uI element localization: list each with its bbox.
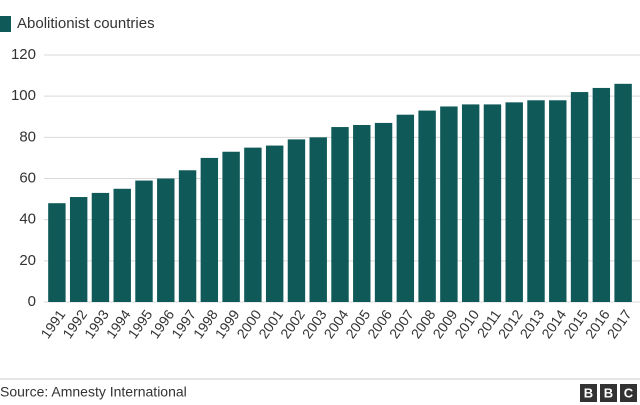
logo-letter: B bbox=[604, 385, 613, 400]
logo-letter: C bbox=[624, 385, 634, 400]
bar bbox=[614, 83, 632, 302]
bar bbox=[549, 100, 567, 303]
bar bbox=[178, 170, 197, 302]
bar bbox=[48, 203, 66, 302]
bar bbox=[222, 151, 240, 302]
logo-box bbox=[620, 384, 637, 402]
y-tick-label: 100 bbox=[11, 87, 36, 104]
bar bbox=[527, 100, 545, 303]
bar bbox=[265, 145, 284, 302]
bar bbox=[505, 102, 523, 302]
source: Source: Amnesty International bbox=[0, 384, 187, 400]
logo-box bbox=[600, 384, 617, 402]
bar bbox=[113, 188, 131, 302]
logo-letter: B bbox=[584, 385, 593, 400]
bar bbox=[396, 114, 415, 302]
bar bbox=[353, 124, 371, 302]
bar bbox=[331, 127, 349, 303]
bar bbox=[592, 87, 611, 302]
bar bbox=[287, 139, 306, 302]
bar bbox=[374, 122, 393, 302]
logo-box bbox=[580, 384, 597, 402]
bar bbox=[157, 178, 175, 302]
x-tick-label: 2017 bbox=[604, 307, 635, 342]
legend-label: Abolitionist countries bbox=[17, 15, 155, 32]
bar bbox=[135, 180, 153, 302]
bar bbox=[440, 106, 458, 302]
y-tick-label: 80 bbox=[19, 128, 36, 145]
bar bbox=[309, 137, 327, 302]
y-tick-label: 0 bbox=[28, 293, 36, 310]
legend-swatch bbox=[0, 16, 11, 32]
y-tick-label: 120 bbox=[11, 46, 36, 63]
bar bbox=[461, 104, 480, 303]
y-tick-label: 20 bbox=[19, 252, 36, 269]
bar bbox=[69, 197, 88, 302]
y-tick-label: 60 bbox=[19, 169, 36, 186]
bar bbox=[570, 92, 589, 302]
bar bbox=[244, 147, 262, 302]
bar bbox=[91, 192, 110, 302]
bar bbox=[418, 110, 436, 302]
bar bbox=[483, 104, 502, 303]
bar bbox=[200, 157, 219, 302]
y-tick-label: 40 bbox=[19, 211, 36, 228]
